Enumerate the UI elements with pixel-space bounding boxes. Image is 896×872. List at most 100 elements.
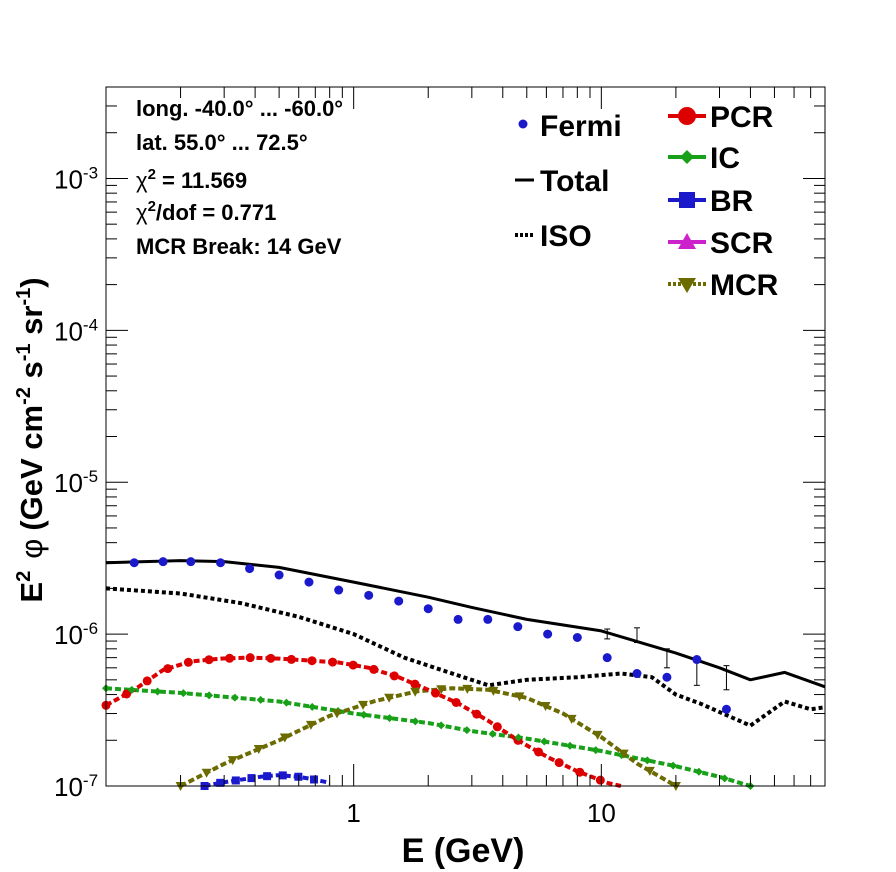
pcr-marker	[204, 655, 214, 665]
ic-marker	[643, 756, 652, 765]
br-marker	[263, 772, 272, 781]
pcr-marker	[595, 775, 605, 785]
annotation-chi2: χ2 = 11.569	[136, 166, 247, 193]
ic-marker	[591, 746, 600, 755]
fermi-point	[334, 585, 344, 595]
legend-label-fermi: Fermi	[540, 110, 622, 143]
ic-marker	[411, 717, 420, 726]
annotation-mcr-break: MCR Break: 14 GeV	[136, 234, 342, 259]
series-line-mcr	[179, 686, 677, 788]
y-axis-title: E2φ(GeV cm-2 s-1 sr-1)	[13, 277, 49, 602]
y-tick-label: 10-3	[54, 163, 98, 194]
mcr-marker	[279, 733, 290, 743]
mcr-marker	[618, 749, 629, 759]
legend-label-scr: SCR	[710, 227, 774, 260]
pcr-marker	[472, 709, 482, 719]
annotation-longitude: long. -40.0° ... -60.0°	[136, 96, 343, 121]
mcr-marker	[410, 687, 421, 697]
legend-marker-mcr	[678, 278, 696, 293]
br-marker	[216, 778, 225, 787]
fermi-point	[662, 672, 672, 682]
ic-marker	[462, 726, 471, 735]
svg-text:10-7: 10-7	[54, 771, 98, 802]
legend-marker-scr	[678, 233, 696, 249]
series-line-ic	[105, 686, 751, 788]
ic-marker	[540, 737, 549, 746]
pcr-marker	[451, 697, 461, 707]
ic-marker	[282, 698, 291, 707]
legend-marker-fermi	[518, 119, 528, 129]
fermi-point	[158, 557, 168, 567]
ic-marker	[205, 691, 214, 700]
fermi-point	[423, 604, 433, 614]
x-tick-label: 1	[346, 798, 360, 828]
ic-marker	[514, 733, 523, 742]
ic-marker	[308, 702, 317, 711]
legend-label-mcr: MCR	[710, 269, 779, 302]
mcr-marker	[227, 756, 238, 766]
mcr-marker	[644, 766, 655, 776]
ticks-layer	[105, 86, 826, 787]
pcr-marker	[225, 653, 235, 663]
mcr-marker	[488, 686, 499, 696]
series-layer	[101, 557, 826, 791]
mcr-marker	[305, 720, 316, 730]
annotation-chi2-dof: χ2/dof = 0.771	[136, 198, 276, 225]
svg-text:10-4: 10-4	[54, 315, 98, 346]
mcr-marker	[201, 768, 212, 778]
legend-left: Fermi Total ISO	[515, 110, 622, 253]
pcr-marker	[389, 671, 399, 681]
fermi-point	[364, 590, 374, 600]
pcr-marker	[348, 660, 358, 670]
legend-label-total: Total	[540, 165, 609, 198]
mcr-marker	[540, 702, 551, 712]
pcr-marker	[554, 758, 564, 768]
ic-marker	[256, 695, 265, 704]
svg-text:10-5: 10-5	[54, 467, 98, 498]
fermi-point	[216, 558, 226, 568]
y-tick-label: 10-6	[54, 619, 98, 650]
fermi-point	[721, 704, 731, 714]
pcr-marker	[575, 767, 585, 777]
mcr-marker	[358, 700, 369, 710]
fermi-point	[602, 653, 612, 663]
pcr-marker	[369, 664, 379, 674]
fermi-point	[483, 614, 493, 624]
pcr-marker	[410, 679, 420, 689]
ic-marker	[153, 687, 162, 696]
mcr-marker	[514, 692, 525, 702]
legend-marker-pcr	[678, 107, 696, 125]
mcr-marker	[566, 714, 577, 724]
pcr-marker	[183, 657, 193, 667]
fermi-point	[453, 614, 463, 624]
fermi-point	[129, 558, 139, 568]
br-marker	[247, 774, 256, 783]
pcr-marker	[245, 653, 255, 663]
fermi-point	[513, 622, 523, 632]
pcr-marker	[163, 664, 173, 674]
annotation-latitude: lat. 55.0° ... 72.5°	[136, 130, 308, 155]
ic-marker	[127, 685, 136, 694]
pcr-marker	[328, 657, 338, 667]
br-marker	[231, 776, 240, 785]
x-tick-label: 10	[587, 798, 616, 828]
y-tick-label: 10-7	[54, 771, 98, 802]
pcr-marker	[286, 654, 296, 664]
pcr-marker	[266, 653, 276, 663]
fermi-point	[692, 655, 702, 665]
ic-marker	[359, 710, 368, 719]
legend-marker-ic	[680, 150, 694, 164]
fermi-point	[572, 632, 582, 642]
svg-text:10-6: 10-6	[54, 619, 98, 650]
ic-marker	[694, 767, 703, 776]
mcr-marker	[592, 730, 603, 740]
y-tick-label: 10-4	[54, 315, 98, 346]
fermi-point	[245, 564, 255, 574]
fermi-point	[394, 596, 404, 606]
legend-label-pcr: PCR	[710, 101, 774, 134]
mcr-marker	[436, 685, 447, 695]
ic-marker	[566, 741, 575, 750]
fermi-point	[186, 557, 196, 567]
pcr-marker	[307, 656, 317, 666]
